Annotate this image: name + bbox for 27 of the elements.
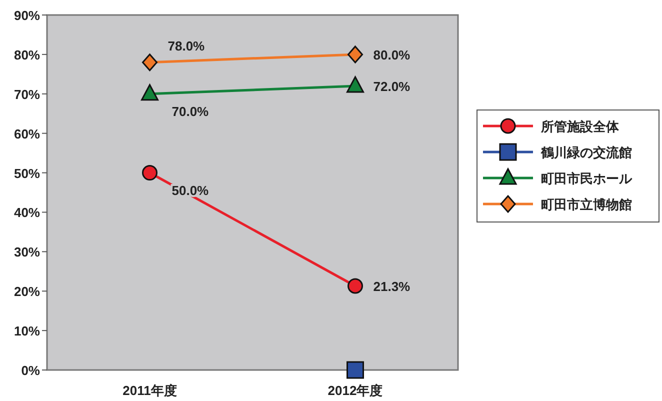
legend-label: 町田市民ホール bbox=[541, 171, 633, 186]
y-tick-label: 30% bbox=[14, 244, 40, 260]
y-tick-label: 20% bbox=[14, 284, 40, 300]
y-tick-label: 70% bbox=[14, 86, 40, 102]
y-tick-label: 90% bbox=[14, 8, 40, 23]
point bbox=[142, 54, 158, 72]
y-tick-label: 40% bbox=[14, 205, 40, 220]
data-label: 70.0% bbox=[172, 104, 210, 119]
point bbox=[348, 278, 363, 294]
legend-label: 町田市立博物館 bbox=[541, 197, 632, 212]
x-tick-label: 2011年度 bbox=[122, 383, 177, 398]
data-label: 72.0% bbox=[373, 79, 411, 94]
data-label: 21.3% bbox=[373, 278, 411, 294]
y-tick-label: 10% bbox=[14, 324, 40, 339]
x-tick-label: 2012年度 bbox=[328, 383, 383, 398]
y-tick-label: 80% bbox=[14, 47, 40, 62]
legend-label: 所管施設全体 bbox=[540, 119, 620, 134]
point bbox=[346, 76, 364, 93]
data-label: 78.0% bbox=[168, 38, 206, 54]
legend-label: 鶴川緑の交流館 bbox=[540, 145, 632, 160]
point bbox=[348, 46, 363, 64]
point bbox=[141, 84, 158, 101]
y-tick-label: 60% bbox=[14, 126, 40, 142]
data-label: 80.0% bbox=[373, 47, 411, 62]
y-tick-label: 0% bbox=[21, 363, 40, 378]
point bbox=[142, 165, 158, 181]
y-tick-label: 50% bbox=[14, 166, 40, 181]
